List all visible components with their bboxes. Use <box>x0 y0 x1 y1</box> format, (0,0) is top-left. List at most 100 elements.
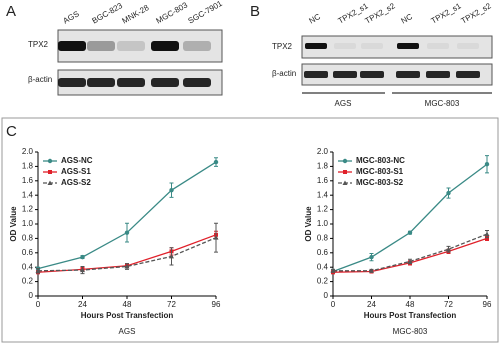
band <box>151 78 179 87</box>
row-label: TPX2 <box>28 40 49 49</box>
band <box>87 78 115 87</box>
lane-label: BGC-823 <box>91 1 125 26</box>
y-tick-label: 2.0 <box>22 147 34 156</box>
band <box>151 41 179 51</box>
y-tick-label: 0.6 <box>22 248 34 257</box>
legend-label: MGC-803-S2 <box>356 178 404 187</box>
y-tick-label: 1.6 <box>317 176 329 185</box>
y-tick-label: 0 <box>29 291 34 300</box>
y-tick-label: 0.2 <box>22 277 34 286</box>
band <box>305 43 327 49</box>
y-tick-label: 1.2 <box>22 205 34 214</box>
y-tick-label: 2.0 <box>317 147 329 156</box>
y-tick-label: 1.0 <box>22 219 34 228</box>
panel-letter: A <box>6 3 16 20</box>
marker <box>342 180 348 185</box>
y-tick-label: 1.6 <box>22 176 34 185</box>
marker <box>169 253 174 259</box>
band <box>87 41 115 51</box>
x-tick-label: 96 <box>483 300 492 309</box>
x-tick-label: 0 <box>36 300 41 309</box>
marker <box>330 268 336 273</box>
marker <box>35 268 41 273</box>
marker <box>484 231 490 237</box>
band <box>457 43 479 49</box>
y-axis-label: OD Value <box>9 206 18 242</box>
y-tick-label: 0 <box>324 291 329 300</box>
y-tick-label: 0.4 <box>22 262 34 271</box>
legend-label: AGS-S2 <box>61 178 91 187</box>
lane-label: MGC-803 <box>155 0 190 25</box>
marker <box>80 267 85 273</box>
band <box>426 71 450 78</box>
y-tick-label: 1.0 <box>317 219 329 228</box>
y-tick-label: 1.4 <box>317 190 329 199</box>
y-tick-label: 1.8 <box>22 162 34 171</box>
lane-label: NC <box>308 12 323 26</box>
marker <box>213 159 219 165</box>
marker <box>213 235 219 240</box>
panel-letter: C <box>6 123 17 140</box>
band <box>333 71 357 78</box>
band <box>117 78 145 87</box>
y-tick-label: 0.8 <box>317 234 329 243</box>
x-axis-label: Hours Post Transfection <box>81 311 174 320</box>
band <box>427 43 449 49</box>
caption: MGC-803 <box>393 327 428 336</box>
group-label: MGC-803 <box>425 99 460 108</box>
legend-label: MGC-803-S1 <box>356 167 404 176</box>
legend-label: AGS-S1 <box>61 167 91 176</box>
group-label: AGS <box>335 99 352 108</box>
panel-frame <box>1 117 499 343</box>
marker <box>369 268 374 273</box>
marker <box>80 254 85 260</box>
series-line <box>37 237 217 272</box>
lane-label: NC <box>400 12 415 26</box>
band <box>334 43 356 49</box>
lane-label: TPX2_s2 <box>364 1 397 26</box>
band <box>361 43 383 49</box>
marker <box>169 187 174 193</box>
row-label: β-actin <box>28 75 52 84</box>
marker <box>446 190 451 196</box>
y-tick-label: 0.8 <box>22 234 34 243</box>
marker <box>48 170 52 174</box>
row-label: β-actin <box>272 69 296 78</box>
band <box>360 71 384 78</box>
y-tick-label: 1.4 <box>22 190 34 199</box>
x-tick-label: 72 <box>167 300 176 309</box>
marker <box>484 162 490 167</box>
x-tick-label: 24 <box>78 300 87 309</box>
band <box>183 78 211 87</box>
marker <box>407 258 413 264</box>
x-tick-label: 96 <box>212 300 221 309</box>
band <box>397 43 419 49</box>
lane-label: MNK-28 <box>121 3 151 26</box>
band <box>58 41 86 51</box>
y-tick-label: 1.2 <box>317 205 329 214</box>
marker <box>124 230 130 235</box>
band <box>456 71 480 78</box>
marker <box>343 170 347 174</box>
caption: AGS <box>119 327 136 336</box>
marker <box>342 158 348 164</box>
legend-label: MGC-803-NC <box>356 156 405 165</box>
y-tick-label: 0.4 <box>317 262 329 271</box>
band <box>183 41 211 51</box>
y-tick-label: 1.8 <box>317 162 329 171</box>
marker <box>407 230 413 235</box>
band <box>58 78 86 87</box>
x-axis-label: Hours Post Transfection <box>364 311 457 320</box>
legend-label: AGS-NC <box>61 156 93 165</box>
marker <box>47 158 53 164</box>
y-tick-label: 0.6 <box>317 248 329 257</box>
x-tick-label: 48 <box>123 300 132 309</box>
x-tick-label: 72 <box>444 300 453 309</box>
band <box>117 41 145 51</box>
y-tick-label: 0.2 <box>317 277 329 286</box>
band <box>304 71 328 78</box>
marker <box>485 236 489 241</box>
x-tick-label: 48 <box>406 300 415 309</box>
x-tick-label: 24 <box>367 300 376 309</box>
